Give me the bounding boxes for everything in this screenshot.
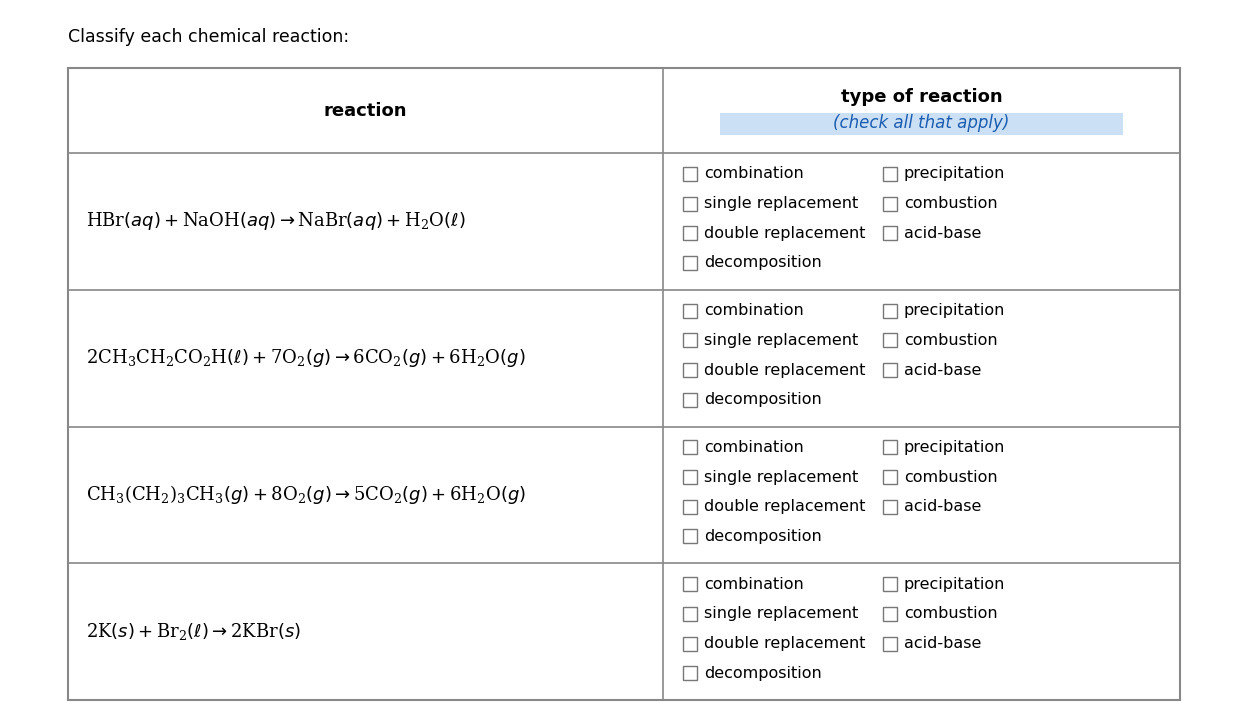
Text: decomposition: decomposition <box>704 256 822 271</box>
Text: combination: combination <box>704 577 804 592</box>
Text: $\mathregular{CH_3(CH_2)_3CH_3}(\mathit{g}) + \mathregular{8O_2}(\mathit{g}) \ri: $\mathregular{CH_3(CH_2)_3CH_3}(\mathit{… <box>86 483 526 506</box>
FancyBboxPatch shape <box>683 256 697 270</box>
FancyBboxPatch shape <box>883 500 897 514</box>
FancyBboxPatch shape <box>883 197 897 211</box>
Text: type of reaction: type of reaction <box>841 88 1003 107</box>
FancyBboxPatch shape <box>883 167 897 181</box>
FancyBboxPatch shape <box>883 333 897 347</box>
Text: Classify each chemical reaction:: Classify each chemical reaction: <box>68 28 350 46</box>
Text: combustion: combustion <box>904 607 998 622</box>
Text: single replacement: single replacement <box>704 196 858 211</box>
Text: combination: combination <box>704 440 804 455</box>
Text: combustion: combustion <box>904 333 998 347</box>
FancyBboxPatch shape <box>683 500 697 514</box>
FancyBboxPatch shape <box>883 637 897 651</box>
Text: reaction: reaction <box>323 102 407 120</box>
FancyBboxPatch shape <box>683 530 697 543</box>
FancyBboxPatch shape <box>683 226 697 240</box>
Text: $\mathregular{2CH_3CH_2CO_2H}(\mathit{\ell}) + \mathregular{7O_2}(\mathit{g}) \r: $\mathregular{2CH_3CH_2CO_2H}(\mathit{\e… <box>86 347 525 369</box>
Text: precipitation: precipitation <box>904 440 1005 455</box>
Text: double replacement: double replacement <box>704 499 866 514</box>
FancyBboxPatch shape <box>683 470 697 484</box>
FancyBboxPatch shape <box>683 363 697 377</box>
Text: precipitation: precipitation <box>904 167 1005 182</box>
Text: $\mathregular{HBr}(\mathit{aq}) + \mathregular{NaOH}(\mathit{aq}) \rightarrow \m: $\mathregular{HBr}(\mathit{aq}) + \mathr… <box>86 210 465 232</box>
FancyBboxPatch shape <box>883 440 897 454</box>
FancyBboxPatch shape <box>683 303 697 318</box>
FancyBboxPatch shape <box>720 112 1123 135</box>
FancyBboxPatch shape <box>883 226 897 240</box>
Text: combustion: combustion <box>904 469 998 485</box>
Text: decomposition: decomposition <box>704 529 822 544</box>
FancyBboxPatch shape <box>883 607 897 621</box>
Text: acid-base: acid-base <box>904 226 982 241</box>
Text: combustion: combustion <box>904 196 998 211</box>
FancyBboxPatch shape <box>683 637 697 651</box>
Text: single replacement: single replacement <box>704 469 858 485</box>
Text: double replacement: double replacement <box>704 226 866 241</box>
FancyBboxPatch shape <box>683 167 697 181</box>
FancyBboxPatch shape <box>683 333 697 347</box>
Text: single replacement: single replacement <box>704 607 858 622</box>
Text: precipitation: precipitation <box>904 577 1005 592</box>
FancyBboxPatch shape <box>683 440 697 454</box>
Text: decomposition: decomposition <box>704 392 822 407</box>
FancyBboxPatch shape <box>883 303 897 318</box>
Text: (check all that apply): (check all that apply) <box>833 115 1010 132</box>
FancyBboxPatch shape <box>883 363 897 377</box>
FancyBboxPatch shape <box>883 470 897 484</box>
Text: precipitation: precipitation <box>904 303 1005 318</box>
FancyBboxPatch shape <box>683 393 697 407</box>
FancyBboxPatch shape <box>683 666 697 680</box>
Text: combination: combination <box>704 167 804 182</box>
Text: combination: combination <box>704 303 804 318</box>
FancyBboxPatch shape <box>683 577 697 591</box>
Text: double replacement: double replacement <box>704 362 866 377</box>
FancyBboxPatch shape <box>683 197 697 211</box>
Text: $\mathregular{2K}(\mathit{s}) + \mathregular{Br_2}(\mathit{\ell}) \rightarrow \m: $\mathregular{2K}(\mathit{s}) + \mathreg… <box>86 621 301 642</box>
Text: acid-base: acid-base <box>904 499 982 514</box>
FancyBboxPatch shape <box>883 577 897 591</box>
FancyBboxPatch shape <box>683 607 697 621</box>
Text: acid-base: acid-base <box>904 362 982 377</box>
Text: single replacement: single replacement <box>704 333 858 347</box>
Text: decomposition: decomposition <box>704 666 822 681</box>
Text: double replacement: double replacement <box>704 636 866 651</box>
Text: acid-base: acid-base <box>904 636 982 651</box>
